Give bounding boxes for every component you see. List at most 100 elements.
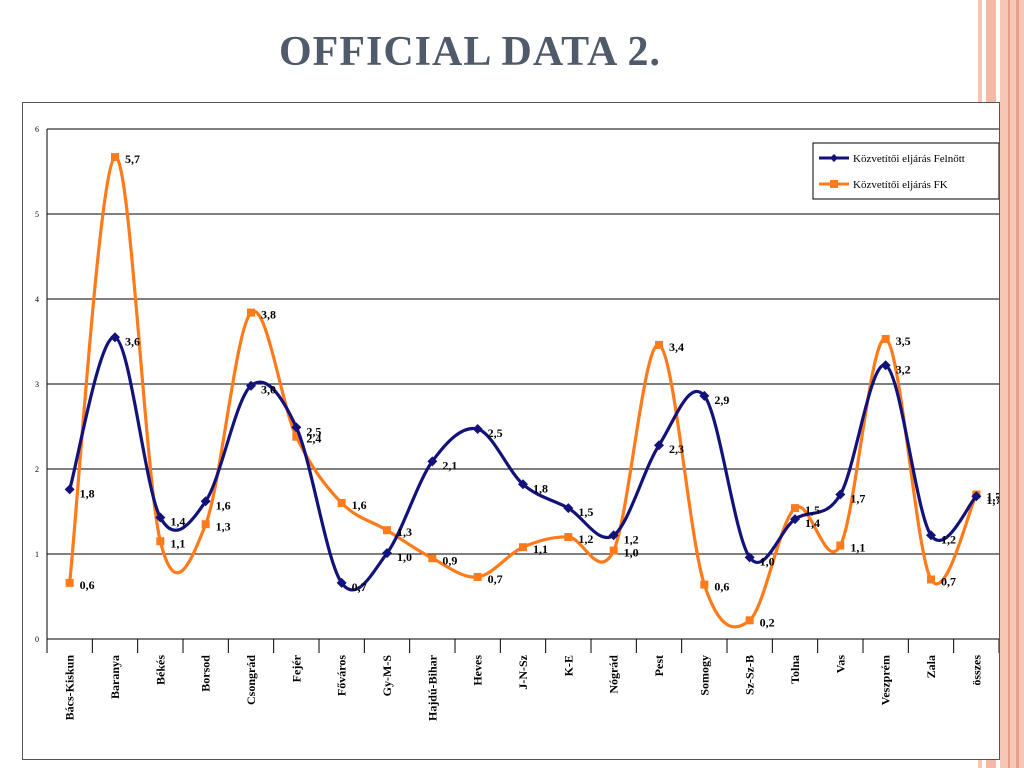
x-tick-label: Hajdú-Bihar	[425, 654, 439, 721]
data-label: 1,7	[986, 493, 999, 507]
data-point-marker	[654, 440, 664, 451]
data-label: 3,0	[261, 383, 276, 397]
data-point-marker	[156, 537, 165, 546]
x-tick-label: J-N-Sz	[516, 654, 530, 689]
data-label: 2,3	[669, 442, 684, 456]
data-point-marker	[744, 552, 755, 563]
data-label: 1,4	[170, 514, 185, 528]
data-point-marker	[291, 422, 302, 433]
decor-stripe	[1008, 0, 1010, 768]
data-point-marker	[473, 572, 482, 581]
data-point-marker	[382, 548, 392, 559]
chart-legend: Közvetítői eljárás Felnőtt Közvetítői elj…	[812, 142, 1000, 200]
data-point-marker	[383, 526, 391, 535]
data-label: 1,8	[80, 486, 95, 500]
data-label: 1,2	[941, 532, 956, 546]
x-tick-label: Vas	[833, 655, 847, 674]
data-label: 3,5	[896, 334, 911, 348]
data-point-marker	[791, 504, 799, 513]
data-label: 1,5	[578, 505, 593, 519]
data-point-marker	[971, 491, 982, 502]
data-label: 1,2	[578, 532, 593, 546]
x-tick-label: K-E	[561, 655, 575, 676]
y-tick-label: 6	[35, 125, 39, 134]
slide-title: OFFICIAL DATA 2.	[279, 29, 661, 75]
data-label: 1,0	[624, 546, 639, 560]
x-tick-label: Csongrád	[244, 655, 258, 705]
data-label: 3,2	[896, 362, 911, 376]
data-point-marker	[608, 530, 619, 541]
data-point-marker	[835, 489, 846, 500]
data-point-marker	[519, 543, 527, 552]
data-point-marker	[927, 575, 935, 584]
data-point-marker	[700, 580, 709, 589]
x-tick-label: Bács-Kiskun	[63, 655, 77, 721]
data-point-marker	[518, 479, 528, 490]
data-label: 1,0	[760, 554, 775, 568]
data-label: 1,6	[216, 498, 231, 512]
x-tick-label: Borsod	[199, 655, 213, 692]
data-point-marker	[881, 334, 890, 343]
x-tick-label: Békés	[153, 655, 167, 685]
y-tick-label: 2	[35, 465, 39, 474]
data-label: 1,5	[805, 503, 820, 517]
data-point-marker	[699, 390, 710, 401]
data-label: 1,1	[850, 541, 865, 555]
series-line	[68, 335, 978, 592]
data-label: 2,5	[306, 424, 321, 438]
data-point-marker	[472, 424, 483, 435]
data-point-marker	[110, 332, 120, 343]
data-point-marker	[65, 578, 74, 587]
data-label: 0,7	[352, 580, 367, 594]
data-label: 1,4	[805, 516, 820, 530]
legend-label: Közvetítői eljárás FK	[853, 179, 948, 191]
data-point-marker	[745, 616, 754, 625]
data-point-marker	[926, 530, 936, 541]
axis-layer: 0 1 2 3 4 5 6 Bács-Kiskun Baranya Békés Borsod Cson…	[35, 125, 1000, 721]
y-tick-label: 3	[35, 380, 39, 389]
data-point-marker	[246, 380, 256, 391]
x-tick-label: összes	[969, 655, 983, 686]
data-label: 2,4	[306, 432, 321, 446]
data-point-marker	[790, 514, 800, 525]
data-point-marker	[64, 484, 75, 495]
data-label-layer: 0,65,71,11,33,82,41,61,30,90,71,11,21,03…	[80, 152, 1002, 629]
data-point-marker	[836, 541, 845, 550]
data-point-marker	[655, 340, 663, 349]
y-tick-label: 4	[35, 295, 39, 304]
data-point-marker	[247, 308, 255, 317]
data-point-marker	[155, 512, 166, 523]
data-label: 3,4	[669, 340, 684, 354]
data-label: 0,2	[760, 615, 775, 629]
data-point-marker	[563, 503, 574, 514]
data-point-marker	[427, 456, 438, 467]
data-point-marker	[564, 533, 573, 541]
decor-stripe	[1000, 0, 1024, 768]
data-point-marker	[336, 577, 347, 588]
legend-label: Közvetítői eljárás Felnőtt	[853, 153, 965, 165]
legend-marker	[830, 180, 838, 188]
legend-box	[812, 142, 1000, 200]
data-label: 1,1	[170, 536, 185, 550]
data-label: 1,8	[533, 481, 548, 495]
x-tick-label: Veszprém	[879, 655, 893, 705]
data-point-marker	[880, 360, 891, 371]
y-tick-label: 5	[35, 210, 39, 219]
data-label: 5,7	[125, 152, 140, 166]
data-label: 0,7	[941, 575, 956, 589]
data-point-marker	[111, 153, 119, 162]
data-label: 2,5	[488, 426, 503, 440]
y-tick-label: 1	[35, 550, 39, 559]
decor-stripe	[1016, 0, 1019, 768]
x-tick-label: Baranya	[108, 655, 122, 699]
data-label: 1,7	[986, 490, 999, 504]
x-tick-label: Tolna	[788, 655, 802, 684]
data-label: 0,9	[442, 553, 457, 567]
data-label: 2,1	[442, 458, 457, 472]
data-label: 0,7	[488, 572, 503, 586]
data-label: 1,0	[397, 550, 412, 564]
x-tick-label: Főváros	[335, 655, 349, 696]
data-point-marker	[609, 546, 618, 555]
x-tick-label: Sz-Sz-B	[743, 655, 757, 695]
data-label: 2,9	[714, 393, 729, 407]
